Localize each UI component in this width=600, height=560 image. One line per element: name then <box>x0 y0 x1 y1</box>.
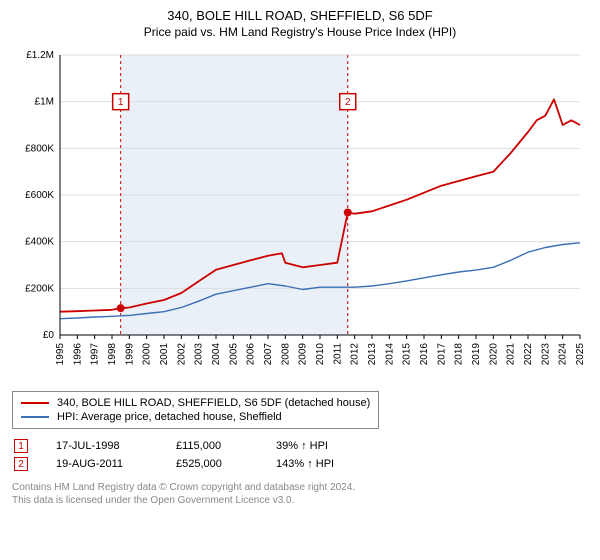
svg-text:2011: 2011 <box>332 343 343 365</box>
svg-text:2023: 2023 <box>540 343 551 366</box>
svg-text:2012: 2012 <box>350 343 361 366</box>
svg-text:2001: 2001 <box>159 343 170 366</box>
svg-text:2017: 2017 <box>436 343 447 366</box>
sale-price: £115,000 <box>176 440 248 452</box>
sale-row: 2 19-AUG-2011 £525,000 143% ↑ HPI <box>12 455 588 473</box>
sale-marker-icon: 2 <box>14 457 28 471</box>
svg-text:£1M: £1M <box>35 97 54 108</box>
svg-text:2013: 2013 <box>367 343 378 366</box>
svg-text:2008: 2008 <box>280 343 291 366</box>
svg-text:£600K: £600K <box>25 190 54 201</box>
sales-table: 1 17-JUL-1998 £115,000 39% ↑ HPI 2 19-AU… <box>12 437 588 473</box>
sale-pct: 39% ↑ HPI <box>276 440 366 452</box>
svg-text:2007: 2007 <box>263 343 274 366</box>
svg-text:2018: 2018 <box>454 343 465 366</box>
legend-item: 340, BOLE HILL ROAD, SHEFFIELD, S6 5DF (… <box>21 396 370 410</box>
svg-text:£200K: £200K <box>25 283 54 294</box>
svg-text:1996: 1996 <box>72 343 83 366</box>
sale-date: 19-AUG-2011 <box>56 458 148 470</box>
legend-label: 340, BOLE HILL ROAD, SHEFFIELD, S6 5DF (… <box>57 397 370 409</box>
chart-plot-area: £0 £200K £400K £600K £800K £1M £1.2M 1995 1996 19… <box>12 45 588 385</box>
svg-text:2004: 2004 <box>211 343 222 366</box>
chart-container: 340, BOLE HILL ROAD, SHEFFIELD, S6 5DF P… <box>0 0 600 513</box>
sale-marker-icon: 1 <box>14 439 28 453</box>
footer-line: This data is licensed under the Open Gov… <box>12 494 588 507</box>
svg-text:2014: 2014 <box>384 343 395 366</box>
svg-text:1998: 1998 <box>107 343 118 366</box>
sale-date: 17-JUL-1998 <box>56 440 148 452</box>
svg-text:2002: 2002 <box>176 343 187 366</box>
svg-text:2006: 2006 <box>246 343 257 366</box>
svg-text:2021: 2021 <box>506 343 517 366</box>
svg-text:1997: 1997 <box>90 343 101 366</box>
svg-text:£800K: £800K <box>25 143 54 154</box>
svg-text:2009: 2009 <box>298 343 309 366</box>
footer-attribution: Contains HM Land Registry data © Crown c… <box>12 481 588 507</box>
svg-text:2003: 2003 <box>194 343 205 366</box>
svg-text:2025: 2025 <box>575 343 586 366</box>
legend-item: HPI: Average price, detached house, Shef… <box>21 410 370 424</box>
svg-text:2000: 2000 <box>142 343 153 366</box>
svg-text:£1.2M: £1.2M <box>26 50 54 61</box>
svg-text:1999: 1999 <box>124 343 135 366</box>
chart-title: 340, BOLE HILL ROAD, SHEFFIELD, S6 5DF <box>12 8 588 23</box>
svg-text:2024: 2024 <box>558 343 569 366</box>
svg-text:2016: 2016 <box>419 343 430 366</box>
legend: 340, BOLE HILL ROAD, SHEFFIELD, S6 5DF (… <box>12 391 379 429</box>
svg-text:2005: 2005 <box>228 343 239 366</box>
svg-text:2010: 2010 <box>315 343 326 366</box>
line-chart-svg: £0 £200K £400K £600K £800K £1M £1.2M 1995 1996 19… <box>12 45 588 385</box>
svg-text:2020: 2020 <box>488 343 499 366</box>
svg-text:2: 2 <box>345 97 351 108</box>
svg-text:1995: 1995 <box>55 343 66 366</box>
svg-text:£400K: £400K <box>25 237 54 248</box>
footer-line: Contains HM Land Registry data © Crown c… <box>12 481 588 494</box>
svg-text:2022: 2022 <box>523 343 534 366</box>
svg-text:2015: 2015 <box>402 343 413 366</box>
svg-text:2019: 2019 <box>471 343 482 366</box>
sale-price: £525,000 <box>176 458 248 470</box>
legend-label: HPI: Average price, detached house, Shef… <box>57 411 282 423</box>
chart-subtitle: Price paid vs. HM Land Registry's House … <box>12 25 588 39</box>
sale-pct: 143% ↑ HPI <box>276 458 366 470</box>
svg-text:1: 1 <box>118 97 124 108</box>
sale-row: 1 17-JUL-1998 £115,000 39% ↑ HPI <box>12 437 588 455</box>
legend-swatch <box>21 402 49 404</box>
legend-swatch <box>21 416 49 418</box>
svg-text:£0: £0 <box>43 330 55 341</box>
